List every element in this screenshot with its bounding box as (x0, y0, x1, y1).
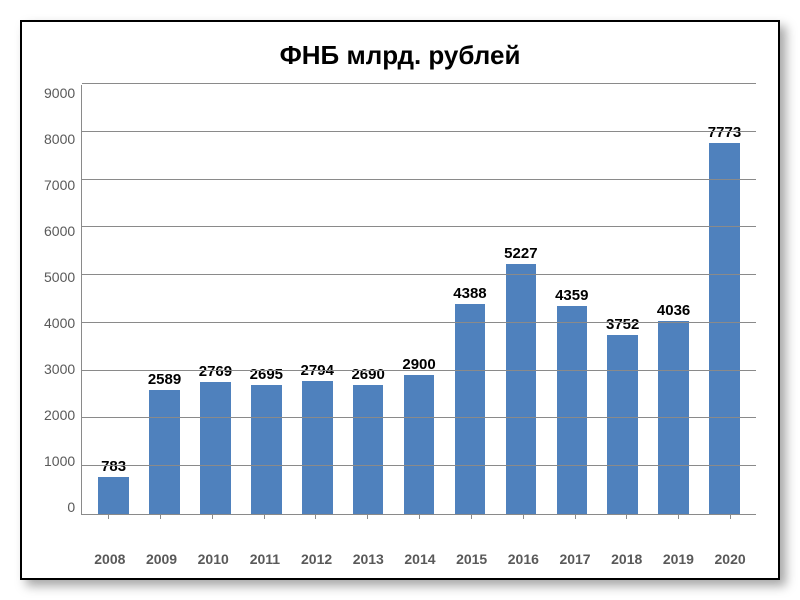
x-tick-label: 2020 (704, 545, 756, 567)
gridline (82, 83, 756, 84)
x-tick-label: 2017 (549, 545, 601, 567)
x-tick-label: 2012 (291, 545, 343, 567)
bar-column: 2769 (190, 363, 241, 514)
bars-container: 7832589276926952794269029004388522743593… (82, 85, 756, 514)
x-tick-label: 2016 (498, 545, 550, 567)
bar (404, 375, 435, 514)
y-tick-label: 7000 (44, 177, 75, 193)
bar (200, 382, 231, 514)
gridline (82, 417, 756, 418)
x-tick-label: 2009 (136, 545, 188, 567)
x-tick-label: 2010 (187, 545, 239, 567)
bar-column: 2794 (292, 362, 343, 514)
y-tick-label: 2000 (44, 407, 75, 423)
chart-body: 9000800070006000500040003000200010000 78… (44, 85, 756, 545)
bar-column: 2690 (343, 366, 394, 514)
x-tick-label: 2008 (84, 545, 136, 567)
gridline (82, 322, 756, 323)
bar-column: 4036 (648, 302, 699, 514)
bar-column: 2589 (139, 371, 190, 514)
y-tick-label: 8000 (44, 131, 75, 147)
chart-frame: ФНБ млрд. рублей 9000 8000 7000 6000 5000 400… (20, 20, 780, 580)
bar (709, 143, 740, 514)
bar-value-label: 3752 (606, 316, 639, 333)
x-tick-label: 2015 (446, 545, 498, 567)
bar-value-label: 5227 (504, 245, 537, 262)
bar (455, 304, 486, 514)
bar-column: 2900 (394, 356, 445, 514)
y-axis: 9000 8000 7000 6000 5000 4000 3000 2000 1000 0 (44, 85, 81, 515)
bar-column: 4388 (445, 285, 496, 514)
x-tick-label: 2011 (239, 545, 291, 567)
x-tick-label: 2013 (342, 545, 394, 567)
y-tick-label: 1000 (44, 453, 75, 469)
x-tick-label: 2014 (394, 545, 446, 567)
bar-value-label: 4388 (453, 285, 486, 302)
y-tick-label: 6000 (44, 223, 75, 239)
plot-area: 7832589276926952794269029004388522743593… (81, 85, 756, 515)
bar (251, 385, 282, 514)
bar-value-label: 2589 (148, 371, 181, 388)
gridline (82, 226, 756, 227)
gridline (82, 370, 756, 371)
y-tick-label: 9000 (44, 85, 75, 101)
bar-column: 4359 (546, 287, 597, 514)
bar-value-label: 7773 (708, 124, 741, 141)
gridline (82, 274, 756, 275)
bar-column: 2695 (241, 366, 292, 514)
gridline (82, 465, 756, 466)
x-tick-label: 2018 (601, 545, 653, 567)
bar-column: 5227 (495, 245, 546, 514)
bar (149, 390, 180, 514)
bar-value-label: 2900 (402, 356, 435, 373)
bar (557, 306, 588, 514)
y-tick-label: 3000 (44, 361, 75, 377)
bar (607, 335, 638, 514)
bar-column: 3752 (597, 316, 648, 514)
bar (506, 264, 537, 514)
x-tick-label: 2019 (653, 545, 705, 567)
gridline (82, 179, 756, 180)
bar-value-label: 4036 (657, 302, 690, 319)
bar-value-label: 2769 (199, 363, 232, 380)
x-axis: 2008200920102011201220132014201520162017… (84, 545, 756, 567)
y-tick-label: 4000 (44, 315, 75, 331)
gridline (82, 131, 756, 132)
bar (98, 477, 129, 514)
y-tick-label: 0 (67, 499, 75, 515)
bar (302, 381, 333, 514)
chart-title: ФНБ млрд. рублей (44, 40, 756, 71)
bar-value-label: 4359 (555, 287, 588, 304)
y-tick-label: 5000 (44, 269, 75, 285)
bar (353, 385, 384, 514)
bar-column: 7773 (699, 124, 750, 514)
